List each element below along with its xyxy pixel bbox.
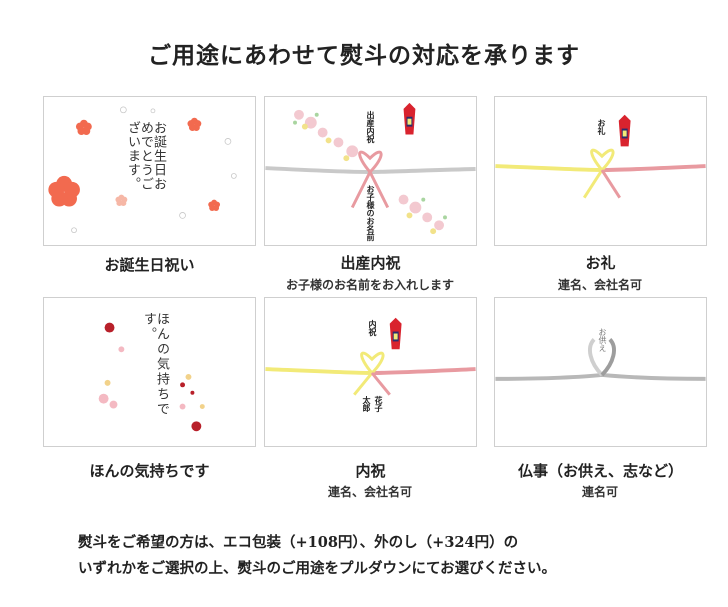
label-token: ほんの気持ちです [89, 462, 210, 480]
card-birth-gift: 出産内祝 お子様のお名前 [264, 96, 477, 246]
card-birthday: お誕生日おめでとうございます。 [43, 96, 256, 246]
card-buddhist: お供え [494, 297, 707, 447]
sub-return-gift: 連名、会社名可 [327, 485, 412, 499]
buddhist-illustration [495, 338, 706, 381]
label-thanks: お礼 [585, 254, 616, 272]
label-birth-gift: 出産内祝 [340, 254, 401, 272]
birth-gift-bottom-text: お子様のお名前 [366, 185, 376, 241]
label-birthday: お誕生日祝い [104, 256, 195, 274]
card-return-gift: 内祝 花子 太郎 [264, 297, 477, 447]
birthday-illustration [48, 106, 237, 234]
sub-buddhist: 連名可 [581, 485, 618, 499]
return-gift-name-right: 太郎 [362, 396, 372, 412]
sub-thanks: 連名、会社名可 [557, 278, 642, 292]
return-gift-top-text: 内祝 [368, 320, 378, 336]
label-return-gift: 内祝 [355, 462, 386, 480]
card-thanks: お礼 [494, 96, 707, 246]
birth-gift-illustration [265, 102, 476, 235]
card-token: ほんの気持ちです。 [43, 297, 256, 447]
token-illustration [98, 322, 205, 432]
sub-birth-gift: お子様のお名前をお入れします [285, 278, 454, 292]
note-line-2: いずれかをご選択の上、熨斗のご用途をプルダウンにてお選びください。 [78, 560, 557, 577]
page-title: ご用途にあわせて熨斗の対応を承ります [148, 42, 580, 69]
birthday-card-text: お誕生日おめでとうございます。 [125, 121, 166, 191]
buddhist-top-text: お供え [598, 328, 607, 352]
label-buddhist: 仏事（お供え、志など） [517, 462, 683, 480]
token-card-text: ほんの気持ちです。 [141, 312, 169, 417]
birth-gift-top-text: 出産内祝 [366, 111, 376, 143]
note-line-1: 熨斗をご希望の方は、エコ包装（+108円）、外のし（+324円）の [78, 534, 519, 551]
return-gift-name-left: 花子 [374, 396, 384, 412]
return-gift-illustration [265, 317, 476, 396]
thanks-top-text: お礼 [597, 119, 607, 135]
thanks-illustration [495, 114, 706, 199]
